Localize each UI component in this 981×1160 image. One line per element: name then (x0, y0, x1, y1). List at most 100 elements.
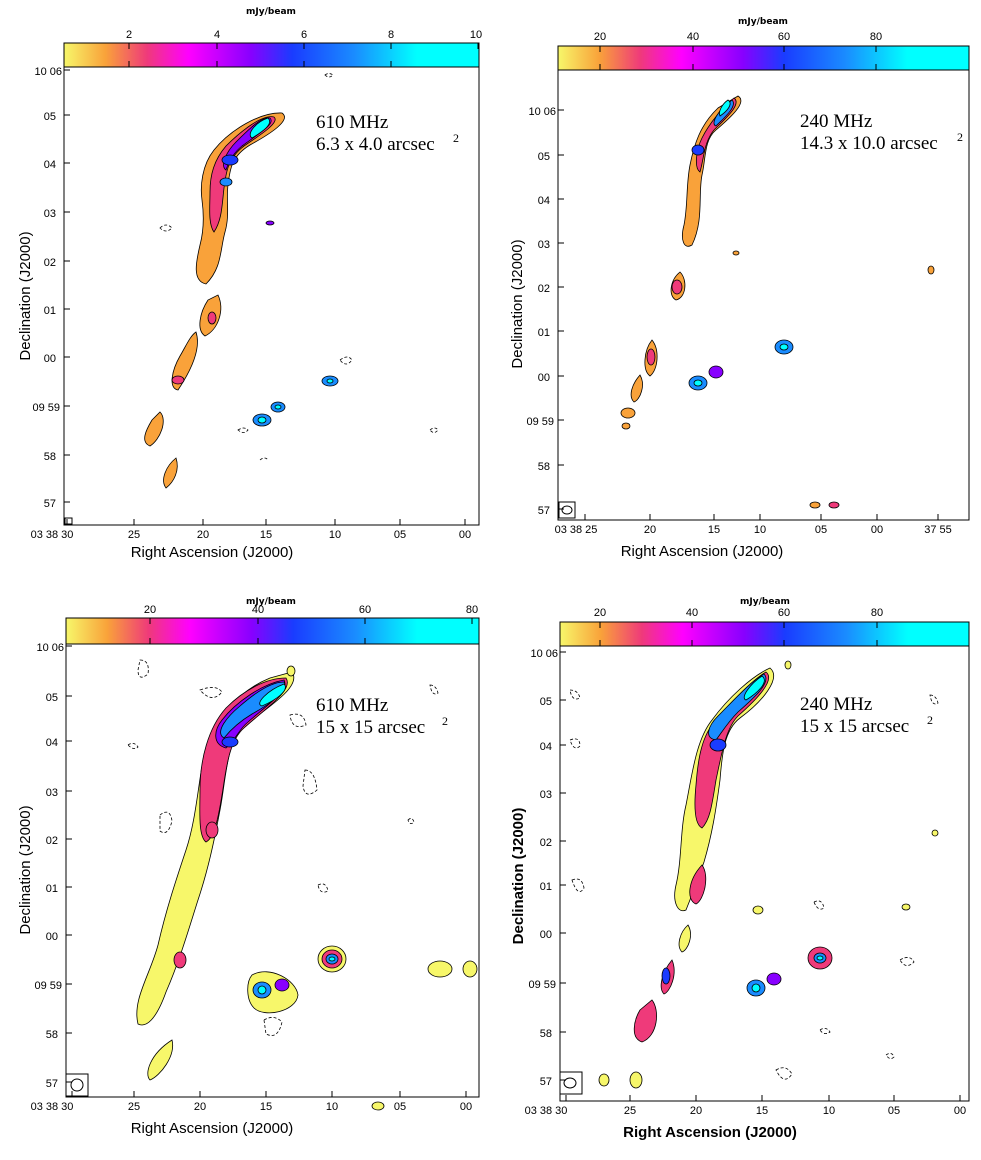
x-tick-label: 00 (954, 1105, 966, 1117)
colorbar (557, 45, 970, 71)
panel-240mhz-hires: mJy/beam 20 40 60 80 (490, 0, 981, 580)
plot-area (63, 66, 480, 526)
plot-area (557, 69, 970, 521)
x-tick-label: 03 38 30 (525, 1105, 568, 1117)
panel-610mhz-hires: mJy/beam 2 4 6 8 10 (0, 0, 490, 580)
annotation-beam: 15 x 15 arcsec (316, 717, 425, 738)
colorbar-tick: 40 (252, 604, 264, 616)
beam-box (559, 1071, 583, 1095)
colorbar-tick: 8 (388, 29, 394, 41)
plot-area (559, 645, 970, 1102)
x-tick-label: 15 (756, 1105, 768, 1117)
x-tick-marks (584, 514, 939, 520)
x-tick-label: 00 (871, 524, 883, 536)
colorbar-tick: 80 (871, 607, 883, 619)
y-tick-label: 01 (538, 327, 550, 339)
negative-contours (569, 689, 939, 1080)
y-tick-label: 00 (538, 372, 550, 384)
annotation-beam-exponent: 2 (957, 130, 963, 144)
x-tick-label: 03 38 25 (555, 524, 598, 536)
x-tick-label: 05 (888, 1105, 900, 1117)
y-tick-label: 57 (538, 505, 550, 517)
y-tick-label: 04 (44, 159, 56, 171)
y-tick-label: 00 (44, 353, 56, 365)
negative-contours (159, 73, 439, 461)
y-axis-label: Declination (J2000) (509, 239, 526, 368)
y-tick-label: 58 (44, 451, 56, 463)
annotation-beam: 6.3 x 4.0 arcsec (316, 134, 435, 155)
chart-panel-4: mJy/beam 20 40 60 80 (510, 597, 970, 1141)
chart-panel-3: mJy/beam 20 40 60 80 (17, 597, 480, 1137)
colorbar-tick: 40 (687, 31, 699, 43)
x-tick-label: 10 (823, 1105, 835, 1117)
y-tick-label: 03 (44, 208, 56, 220)
x-axis-label: Right Ascension (J2000) (131, 1120, 294, 1137)
beam-box (65, 1073, 89, 1097)
beam-ellipse (563, 1077, 577, 1089)
radio-emission (136, 665, 478, 1111)
y-tick-label: 57 (540, 1076, 552, 1088)
annotation-frequency: 240 MHz (800, 111, 872, 132)
colorbar-tick: 60 (359, 604, 371, 616)
x-tick-label: 37 55 (924, 524, 952, 536)
chart-panel-1: mJy/beam 2 4 6 8 10 (17, 7, 482, 561)
x-tick-label: 20 (644, 524, 656, 536)
colorbar-ticks (599, 622, 878, 646)
colorbar-ticks (149, 618, 473, 644)
y-tick-marks (560, 651, 566, 1081)
x-tick-label: 10 (326, 1101, 338, 1113)
colorbar-label: mJy/beam (738, 17, 788, 27)
annotation-frequency: 240 MHz (800, 694, 872, 715)
colorbar-tick: 80 (870, 31, 882, 43)
annotation-beam-exponent: 2 (927, 713, 933, 727)
annotation-beam-exponent: 2 (453, 131, 459, 145)
beam-box (558, 501, 576, 519)
x-tick-label: 00 (459, 529, 471, 541)
x-tick-label: 05 (394, 529, 406, 541)
y-tick-label: 58 (538, 461, 550, 473)
colorbar-tick: 10 (470, 29, 482, 41)
y-tick-label: 05 (540, 696, 552, 708)
annotation-frequency: 610 MHz (316, 112, 388, 133)
colorbar-tick: 80 (466, 604, 478, 616)
colorbar-ticks (599, 46, 877, 70)
y-tick-label: 57 (46, 1078, 58, 1090)
y-tick-label: 04 (538, 195, 550, 207)
x-tick-label: 15 (708, 524, 720, 536)
y-tick-label: 10 06 (530, 648, 558, 660)
colorbar-tick: 20 (594, 31, 606, 43)
colorbar-label: mJy/beam (740, 597, 790, 607)
x-tick-label: 03 38 30 (31, 1101, 74, 1113)
x-tick-label: 05 (394, 1101, 406, 1113)
radio-emission (620, 95, 935, 509)
x-tick-label: 20 (690, 1105, 702, 1117)
y-tick-label: 02 (540, 837, 552, 849)
colorbar-label: mJy/beam (246, 7, 296, 17)
x-tick-label: 05 (815, 524, 827, 536)
beam-ellipse (70, 1078, 84, 1092)
y-tick-label: 05 (44, 111, 56, 123)
y-tick-label: 00 (540, 929, 552, 941)
x-axis-label: Right Ascension (J2000) (131, 544, 294, 561)
y-tick-label: 10 06 (36, 642, 64, 654)
y-tick-label: 04 (46, 737, 58, 749)
colorbar (63, 42, 480, 68)
colorbar-tick: 4 (214, 29, 220, 41)
colorbar-tick: 20 (594, 607, 606, 619)
x-axis-label: Right Ascension (J2000) (621, 543, 784, 560)
colorbar-label: mJy/beam (246, 597, 296, 607)
y-tick-label: 09 59 (528, 979, 556, 991)
y-tick-label: 03 (540, 789, 552, 801)
radio-emission (144, 112, 339, 489)
x-tick-label: 00 (460, 1101, 472, 1113)
x-tick-label: 25 (128, 529, 140, 541)
y-tick-label: 01 (46, 883, 58, 895)
y-tick-label: 03 (538, 239, 550, 251)
colorbar-tick: 40 (686, 607, 698, 619)
colorbar-tick: 60 (778, 31, 790, 43)
y-axis-label: Declination (J2000) (17, 805, 34, 934)
chart-panel-2: mJy/beam 20 40 60 80 (509, 17, 970, 560)
annotation-beam-exponent: 2 (442, 714, 448, 728)
plot-area (65, 643, 480, 1098)
y-axis-label: Declination (J2000) (17, 231, 34, 360)
